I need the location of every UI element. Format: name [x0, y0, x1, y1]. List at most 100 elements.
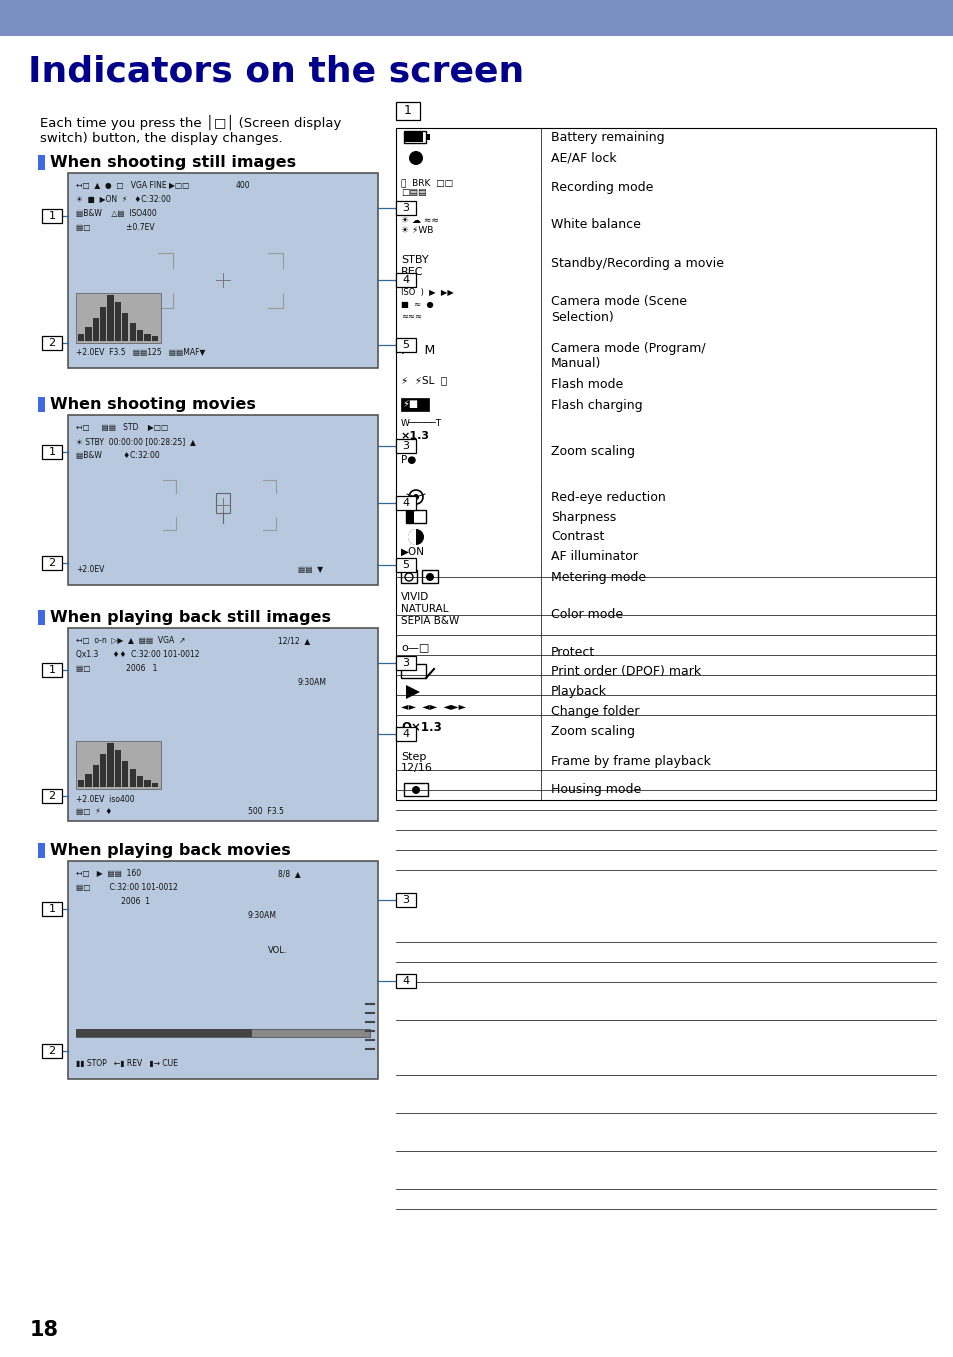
- Text: +2.0EV: +2.0EV: [76, 565, 104, 574]
- Text: ▶ON: ▶ON: [400, 547, 424, 556]
- Bar: [68, 860, 377, 1079]
- Bar: [68, 415, 377, 585]
- Text: Print order (DPOF) mark: Print order (DPOF) mark: [551, 665, 700, 678]
- Text: 9:30AM: 9:30AM: [248, 911, 276, 920]
- Text: ▤B&W    △▤  ISO400: ▤B&W △▤ ISO400: [76, 209, 156, 218]
- Text: ×1.3: ×1.3: [400, 432, 430, 441]
- Text: ▤□               2006   1: ▤□ 2006 1: [76, 664, 157, 673]
- Text: Camera mode (Program/
Manual): Camera mode (Program/ Manual): [551, 342, 705, 370]
- Bar: [42, 664, 62, 677]
- Text: S●: S●: [400, 442, 416, 453]
- Text: 1: 1: [49, 448, 55, 457]
- Text: 4: 4: [402, 275, 409, 285]
- Bar: [85, 327, 91, 341]
- Text: ⚡■: ⚡■: [401, 399, 417, 408]
- Text: ↤□  ▲  ●  □   VGA FINE ▶□□: ↤□ ▲ ● □ VGA FINE ▶□□: [76, 180, 190, 190]
- Text: ↤□     ▤▤   STD    ▶□□: ↤□ ▤▤ STD ▶□□: [76, 423, 168, 432]
- Text: Indicators on the screen: Indicators on the screen: [28, 56, 524, 90]
- Text: 500  F3.5: 500 F3.5: [248, 807, 284, 816]
- Bar: [395, 438, 416, 453]
- Text: Flash charging: Flash charging: [551, 399, 642, 411]
- Bar: [403, 783, 428, 797]
- Circle shape: [409, 151, 422, 166]
- Bar: [426, 134, 430, 140]
- Bar: [395, 727, 416, 741]
- Text: When shooting still images: When shooting still images: [50, 155, 295, 170]
- Text: Frame by frame playback: Frame by frame playback: [551, 754, 710, 768]
- Bar: [137, 776, 143, 787]
- Text: o—□: o—□: [400, 642, 429, 651]
- Text: +2.0EV  F3.5   ▤▤125   ▤▤MAF▼: +2.0EV F3.5 ▤▤125 ▤▤MAF▼: [76, 347, 205, 357]
- Text: ⚡  ⚡SL  ⓵: ⚡ ⚡SL ⓵: [400, 375, 447, 385]
- Text: VIVID: VIVID: [400, 593, 429, 603]
- Text: 5: 5: [402, 559, 409, 570]
- Polygon shape: [408, 529, 416, 546]
- Bar: [405, 132, 422, 142]
- Bar: [42, 209, 62, 223]
- Text: Change folder: Change folder: [551, 706, 639, 718]
- Text: 2: 2: [49, 338, 55, 347]
- Bar: [152, 783, 158, 787]
- Text: ↤□  o-n  ▷▶  ▲  ▤▤  VGA  ↗: ↤□ o-n ▷▶ ▲ ▤▤ VGA ↗: [76, 636, 185, 645]
- Text: Each time you press the │□│ (Screen display
switch) button, the display changes.: Each time you press the │□│ (Screen disp…: [40, 115, 341, 145]
- Bar: [395, 338, 416, 351]
- Bar: [42, 445, 62, 460]
- Circle shape: [413, 494, 418, 499]
- Text: ▤□        C:32:00 101-0012: ▤□ C:32:00 101-0012: [76, 883, 177, 892]
- Text: 3: 3: [402, 658, 409, 668]
- Bar: [395, 102, 419, 119]
- Text: When shooting movies: When shooting movies: [50, 398, 255, 413]
- Bar: [130, 323, 135, 341]
- Bar: [38, 611, 45, 626]
- Text: STBY: STBY: [400, 255, 428, 265]
- Bar: [100, 307, 106, 341]
- Text: When playing back movies: When playing back movies: [50, 843, 291, 858]
- Bar: [395, 655, 416, 670]
- Text: Q×1.3: Q×1.3: [400, 721, 441, 734]
- Text: 4: 4: [402, 976, 409, 987]
- Text: 1: 1: [49, 904, 55, 915]
- Bar: [92, 765, 99, 787]
- Text: 2: 2: [49, 791, 55, 801]
- Text: 9:30AM: 9:30AM: [297, 678, 327, 687]
- Bar: [152, 337, 158, 341]
- Text: ☀ ⚡WB: ☀ ⚡WB: [400, 227, 433, 235]
- Bar: [38, 398, 45, 413]
- Text: SEPIA B&W: SEPIA B&W: [400, 616, 458, 627]
- Text: ☀  ■  ▶ON  ⚡   ♦C:32:00: ☀ ■ ▶ON ⚡ ♦C:32:00: [76, 195, 171, 204]
- Text: ☀ STBY  00:00:00 [00:28:25]  ▲: ☀ STBY 00:00:00 [00:28:25] ▲: [76, 437, 195, 446]
- Text: ↤□   ▶  ▤▤  160: ↤□ ▶ ▤▤ 160: [76, 868, 141, 878]
- Bar: [122, 761, 129, 787]
- Text: ▤□               ±0.7EV: ▤□ ±0.7EV: [76, 223, 154, 232]
- Bar: [70, 417, 375, 464]
- Text: Flash mode: Flash mode: [551, 379, 622, 392]
- Text: Standby/Recording a movie: Standby/Recording a movie: [551, 256, 723, 270]
- Text: 3: 3: [402, 896, 409, 905]
- Bar: [406, 510, 414, 522]
- Text: Contrast: Contrast: [551, 531, 604, 544]
- Text: 1: 1: [49, 665, 55, 676]
- Text: 3: 3: [402, 204, 409, 213]
- Text: ☀ ☁ ≈≈: ☀ ☁ ≈≈: [400, 216, 438, 225]
- Bar: [78, 334, 84, 341]
- Text: Zoom scaling: Zoom scaling: [551, 445, 635, 457]
- Text: 5: 5: [402, 339, 409, 350]
- Bar: [421, 570, 437, 584]
- Text: Step: Step: [400, 752, 426, 763]
- Text: P●: P●: [400, 455, 416, 465]
- Bar: [70, 630, 375, 684]
- Bar: [406, 510, 426, 522]
- Bar: [38, 155, 45, 170]
- Bar: [400, 398, 429, 411]
- Bar: [68, 172, 377, 368]
- Text: +2.0EV  iso400: +2.0EV iso400: [76, 795, 134, 803]
- Text: 4: 4: [402, 498, 409, 509]
- Bar: [395, 974, 416, 988]
- Text: 2: 2: [49, 558, 55, 567]
- Text: 4: 4: [402, 729, 409, 740]
- Bar: [137, 330, 143, 341]
- Circle shape: [408, 529, 423, 546]
- Bar: [144, 334, 151, 341]
- Bar: [68, 628, 377, 821]
- Bar: [42, 335, 62, 350]
